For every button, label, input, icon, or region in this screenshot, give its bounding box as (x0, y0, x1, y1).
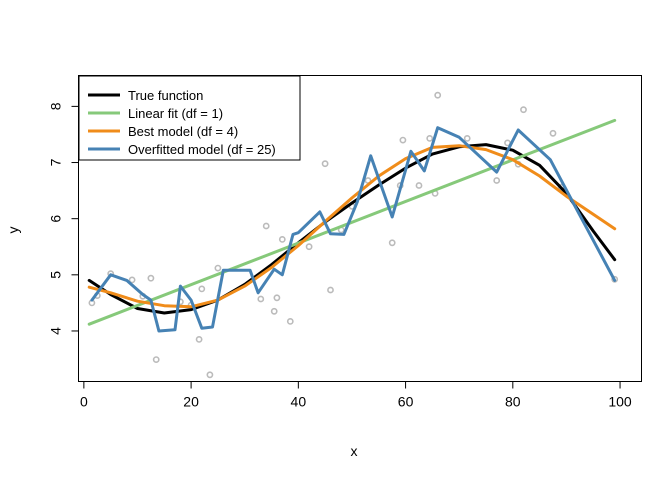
x-tick-label: 20 (183, 394, 199, 410)
x-tick-label: 60 (398, 394, 414, 410)
series-line-3 (87, 144, 617, 309)
data-point (214, 264, 222, 272)
data-point (273, 294, 281, 302)
data-point (195, 335, 203, 343)
series-line-1 (87, 143, 617, 315)
data-point (399, 136, 407, 144)
legend-box (78, 75, 301, 161)
data-point (463, 134, 471, 142)
data-point (286, 317, 294, 325)
data-point (147, 274, 155, 282)
legend-label: True function (128, 88, 203, 103)
data-point (257, 295, 265, 303)
data-point (426, 134, 434, 142)
x-axis-title: x (351, 443, 358, 459)
data-point (305, 243, 313, 251)
y-axis-title: y (5, 227, 21, 234)
series-line-2 (87, 118, 617, 326)
data-point (198, 285, 206, 293)
data-point (549, 129, 557, 137)
x-tick-label: 0 (80, 394, 88, 410)
data-point (270, 307, 278, 315)
y-tick-label: 5 (47, 271, 63, 279)
y-tick-label: 6 (47, 215, 63, 223)
data-point (152, 356, 160, 363)
y-tick-label: 4 (47, 327, 63, 335)
data-point (388, 239, 396, 247)
data-point (321, 160, 329, 168)
series-lines (87, 118, 617, 333)
x-tick-label: 80 (505, 394, 521, 410)
legend-label: Linear fit (df = 1) (128, 106, 223, 121)
data-point (206, 371, 214, 379)
data-point (262, 222, 270, 230)
data-point (520, 106, 527, 114)
x-tick-label: 40 (291, 394, 307, 410)
x-axis: 0 20 40 60 80 100 (80, 381, 632, 410)
data-point (327, 286, 334, 294)
data-point (128, 276, 136, 284)
y-axis: 4 5 6 7 8 (47, 102, 79, 335)
legend-label: Overfitted model (df = 25) (128, 142, 276, 157)
data-point (493, 177, 501, 184)
series-line-4 (90, 126, 617, 333)
data-point (415, 182, 423, 189)
data-point (278, 235, 286, 243)
y-tick-label: 7 (47, 158, 63, 166)
legend: True function Linear fit (df = 1) Best mod… (78, 75, 301, 161)
data-point (434, 91, 442, 99)
x-tick-label: 100 (608, 394, 632, 410)
legend-label: Best model (df = 4) (128, 124, 238, 139)
y-tick-label: 8 (47, 102, 63, 110)
